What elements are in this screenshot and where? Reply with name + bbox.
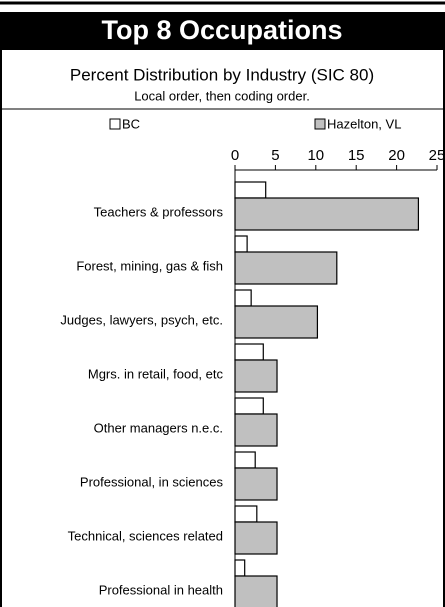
legend-label: Hazelton, VL	[327, 116, 401, 131]
y-tick-label: Judges, lawyers, psych, etc.	[60, 312, 223, 327]
bar	[234, 451, 256, 469]
x-tick-label: 20	[388, 147, 405, 164]
bar	[234, 235, 248, 253]
chart-title: Top 8 Occupations	[101, 15, 342, 45]
title-bar	[0, 12, 445, 50]
bar	[234, 559, 246, 577]
x-tick-label: 10	[307, 147, 324, 164]
x-tick-label: 5	[271, 147, 279, 164]
bar	[234, 289, 252, 307]
y-tick-label: Technical, sciences related	[68, 528, 223, 543]
y-tick-label: Other managers n.e.c.	[94, 420, 223, 435]
x-tick-label: 25	[429, 147, 445, 164]
legend-label: BC	[122, 116, 140, 131]
y-tick-label: Forest, mining, gas & fish	[76, 258, 223, 273]
x-tick-label: 0	[231, 147, 239, 164]
bar	[234, 505, 258, 523]
chart-subtitle: Percent Distribution by Industry (SIC 80…	[70, 65, 374, 84]
bar	[234, 343, 264, 361]
bar	[234, 181, 267, 199]
chart-note: Local order, then coding order.	[134, 88, 310, 103]
bar	[234, 397, 264, 415]
bar	[234, 197, 420, 231]
x-tick-label: 15	[348, 147, 365, 164]
legend-swatch	[109, 118, 121, 130]
bar	[234, 575, 278, 607]
y-tick-label: Teachers & professors	[94, 204, 224, 219]
bar	[234, 305, 319, 339]
y-tick-label: Mgrs. in retail, food, etc	[88, 366, 224, 381]
legend-swatch	[314, 118, 326, 130]
bar	[234, 413, 278, 447]
y-tick-label: Professional, in sciences	[80, 474, 224, 489]
bar	[234, 521, 278, 555]
bar	[234, 251, 338, 285]
y-tick-label: Professional in health	[99, 582, 223, 597]
bar	[234, 359, 278, 393]
bar	[234, 467, 278, 501]
